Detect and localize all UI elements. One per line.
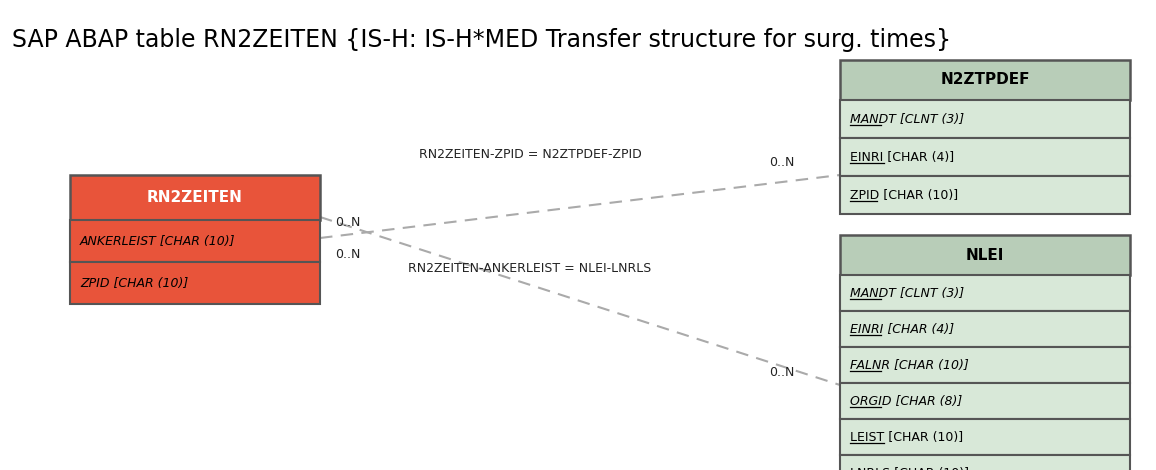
Bar: [71, 262, 320, 304]
Text: MANDT [CLNT (3)]: MANDT [CLNT (3)]: [850, 287, 964, 299]
Text: ZPID [CHAR (10)]: ZPID [CHAR (10)]: [80, 276, 188, 290]
Text: 0..N: 0..N: [770, 367, 795, 379]
Bar: [840, 60, 1131, 100]
Bar: [840, 383, 1131, 419]
Bar: [840, 100, 1131, 138]
Text: SAP ABAP table RN2ZEITEN {IS-H: IS-H*MED Transfer structure for surg. times}: SAP ABAP table RN2ZEITEN {IS-H: IS-H*MED…: [12, 28, 951, 52]
Text: RN2ZEITEN: RN2ZEITEN: [147, 190, 243, 205]
Bar: [71, 220, 320, 262]
Text: ORGID [CHAR (8)]: ORGID [CHAR (8)]: [850, 394, 962, 407]
Bar: [840, 275, 1131, 311]
Text: RN2ZEITEN-ZPID = N2ZTPDEF-ZPID: RN2ZEITEN-ZPID = N2ZTPDEF-ZPID: [418, 149, 642, 162]
Bar: [840, 311, 1131, 347]
Text: ANKERLEIST [CHAR (10)]: ANKERLEIST [CHAR (10)]: [80, 235, 236, 248]
Bar: [840, 455, 1131, 470]
Text: LEIST [CHAR (10)]: LEIST [CHAR (10)]: [850, 431, 963, 444]
Text: FALNR [CHAR (10)]: FALNR [CHAR (10)]: [850, 359, 969, 371]
Text: 0..N: 0..N: [770, 157, 795, 170]
Text: 0..N: 0..N: [335, 216, 361, 228]
Text: RN2ZEITEN-ANKERLEIST = NLEI-LNRLS: RN2ZEITEN-ANKERLEIST = NLEI-LNRLS: [408, 261, 652, 274]
Bar: [840, 138, 1131, 176]
Text: ZPID [CHAR (10)]: ZPID [CHAR (10)]: [850, 188, 958, 202]
Text: EINRI [CHAR (4)]: EINRI [CHAR (4)]: [850, 150, 954, 164]
Text: NLEI: NLEI: [965, 248, 1005, 263]
Text: EINRI [CHAR (4)]: EINRI [CHAR (4)]: [850, 322, 954, 336]
Text: MANDT [CLNT (3)]: MANDT [CLNT (3)]: [850, 112, 964, 125]
Text: LNRLS [CHAR (10)]: LNRLS [CHAR (10)]: [850, 467, 969, 470]
Bar: [840, 176, 1131, 214]
Bar: [840, 235, 1131, 275]
Text: 0..N: 0..N: [335, 249, 361, 261]
Bar: [840, 347, 1131, 383]
Text: N2ZTPDEF: N2ZTPDEF: [940, 72, 1030, 87]
Bar: [840, 419, 1131, 455]
Bar: [71, 175, 320, 220]
